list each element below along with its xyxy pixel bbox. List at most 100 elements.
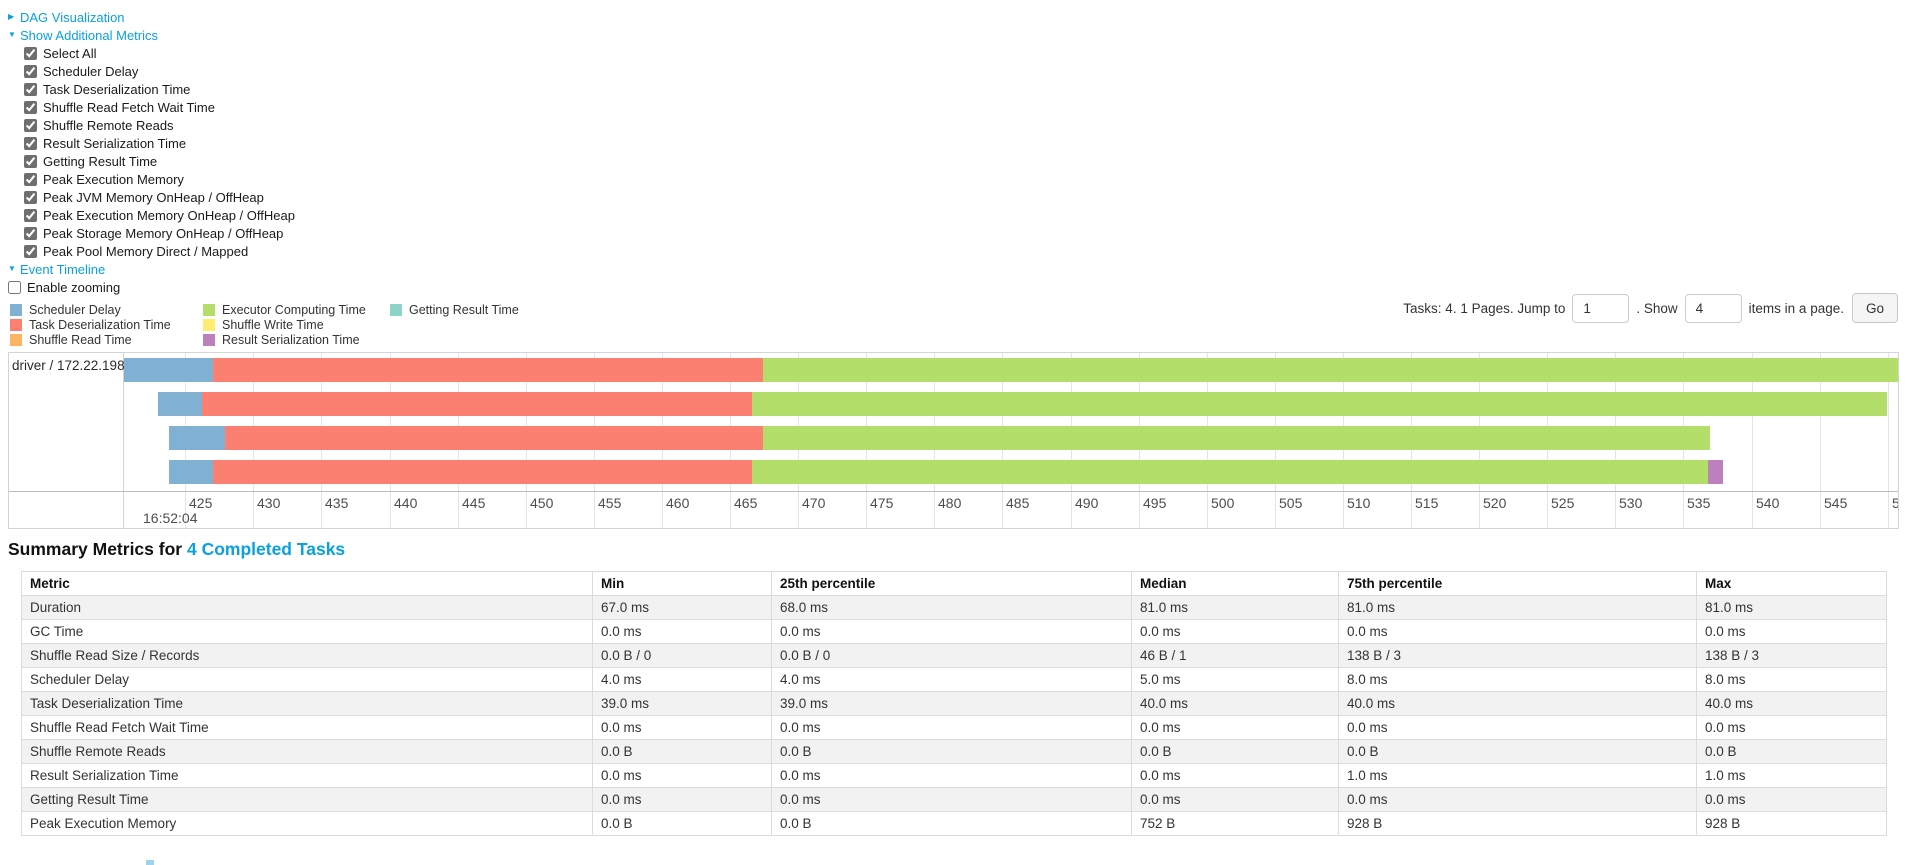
legend-column: Getting Result Time xyxy=(390,303,519,318)
timeline-bar-segment-task-deserialization[interactable] xyxy=(225,426,763,450)
table-cell: 0.0 B xyxy=(592,739,772,764)
table-cell: 0.0 ms xyxy=(771,787,1132,812)
legend-item-shuffle-write-time: Shuffle Write Time xyxy=(203,318,366,332)
checkbox-peak-execution-memory[interactable] xyxy=(24,172,37,186)
timeline-bar-segment-scheduler-delay[interactable] xyxy=(169,460,213,484)
timeline-tick-label: 460 xyxy=(666,495,690,511)
table-cell: 0.0 B xyxy=(771,811,1132,836)
table-row-gc-time: GC Time 0.0 ms 0.0 ms 0.0 ms 0.0 ms 0.0 ms xyxy=(21,619,1887,644)
checkbox-getting-result-time[interactable] xyxy=(24,154,37,168)
checkbox-peak-pool-memory-direct-mapped[interactable] xyxy=(24,244,37,258)
checkbox-shuffle-read-fetch-wait-time[interactable] xyxy=(24,100,37,114)
checkbox-peak-storage-memory-onheap-offheap[interactable] xyxy=(24,226,37,240)
timeline-bar-segment-scheduler-delay[interactable] xyxy=(124,358,213,382)
table-cell: 81.0 ms xyxy=(1131,595,1339,620)
stage-controls: DAG Visualization Show Additional Metric… xyxy=(8,8,528,296)
timeline-bar-segment-task-deserialization[interactable] xyxy=(202,392,752,416)
table-cell: 81.0 ms xyxy=(1696,595,1887,620)
checkbox-label: Task Deserialization Time xyxy=(43,81,191,97)
event-timeline-toggle[interactable]: Event Timeline xyxy=(8,260,528,278)
table-cell: Task Deserialization Time xyxy=(21,691,593,716)
timeline-bar-segment-task-deserialization[interactable] xyxy=(213,460,752,484)
timeline-group-label-column: driver / 172.22.198.104 xyxy=(9,353,151,528)
metric-checkbox-row: Scheduler Delay xyxy=(24,62,528,80)
table-cell: 752 B xyxy=(1131,811,1339,836)
legend-column: Scheduler Delay Task Deserialization Time… xyxy=(10,303,171,348)
table-row-task-deserialization-time: Task Deserialization Time 39.0 ms 39.0 ms 4… xyxy=(21,691,1887,716)
go-button[interactable]: Go xyxy=(1851,293,1898,323)
jump-to-page-input[interactable] xyxy=(1572,293,1630,323)
show-additional-metrics-link[interactable]: Show Additional Metrics xyxy=(20,27,159,43)
table-cell: 1.0 ms xyxy=(1696,763,1887,788)
legend-label: Scheduler Delay xyxy=(29,303,121,317)
table-cell: 0.0 B / 0 xyxy=(592,643,772,668)
checkbox-select-all[interactable] xyxy=(24,46,37,60)
timeline-tick-label: 515 xyxy=(1415,495,1439,511)
dag-visualization-toggle[interactable]: DAG Visualization xyxy=(8,8,528,26)
table-cell: 0.0 ms xyxy=(771,619,1132,644)
timeline-tick-label: 540 xyxy=(1756,495,1780,511)
timeline-tick-label: 475 xyxy=(870,495,894,511)
timeline-bar-segment-executor-computing[interactable] xyxy=(752,460,1708,484)
executor-computing-time-swatch-icon xyxy=(203,304,215,316)
table-cell: 67.0 ms xyxy=(592,595,772,620)
metric-checkbox-row: Shuffle Read Fetch Wait Time xyxy=(24,98,528,116)
checkbox-task-deserialization-time[interactable] xyxy=(24,82,37,96)
metric-checkbox-row: Peak Storage Memory OnHeap / OffHeap xyxy=(24,224,528,242)
table-cell: 4.0 ms xyxy=(592,667,772,692)
timeline-bar-segment-executor-computing[interactable] xyxy=(763,358,1898,382)
timeline-tick-label: 490 xyxy=(1075,495,1099,511)
completed-tasks-link[interactable]: 4 Completed Tasks xyxy=(186,539,346,559)
legend-item-executor-computing-time: Executor Computing Time xyxy=(203,303,366,317)
table-cell: 0.0 ms xyxy=(592,715,772,740)
timeline-tick-label: 510 xyxy=(1347,495,1371,511)
timeline-tick-label: 465 xyxy=(734,495,758,511)
table-cell: 0.0 ms xyxy=(1338,715,1697,740)
event-timeline-link[interactable]: Event Timeline xyxy=(20,261,106,277)
table-cell: 4.0 ms xyxy=(771,667,1132,692)
legend-column: Executor Computing Time Shuffle Write Tim… xyxy=(203,303,366,348)
checkbox-label: Shuffle Remote Reads xyxy=(43,117,174,133)
timeline-bar-segment-result-serialization[interactable] xyxy=(1708,460,1723,484)
checkbox-peak-jvm-memory-onheap-offheap[interactable] xyxy=(24,190,37,204)
checkbox-label: Scheduler Delay xyxy=(43,63,139,79)
table-row-shuffle-read-fetch-wait-time: Shuffle Read Fetch Wait Time 0.0 ms 0.0 ms… xyxy=(21,715,1887,740)
legend-label: Result Serialization Time xyxy=(222,333,360,347)
summary-table-header-row: Metric Min 25th percentile Median 75th perce… xyxy=(21,571,1887,596)
timeline-bar-segment-scheduler-delay[interactable] xyxy=(169,426,225,450)
timeline-bar-segment-task-deserialization[interactable] xyxy=(213,358,763,382)
dag-visualization-link[interactable]: DAG Visualization xyxy=(20,9,125,25)
timeline-tick-label: 455 xyxy=(598,495,622,511)
timeline-bar-segment-executor-computing[interactable] xyxy=(763,426,1710,450)
checkbox-result-serialization-time[interactable] xyxy=(24,136,37,150)
items-per-page-input[interactable] xyxy=(1684,293,1742,323)
timeline-tick-label: 445 xyxy=(462,495,486,511)
table-cell: 0.0 ms xyxy=(771,763,1132,788)
column-header-max: Max xyxy=(1696,571,1887,596)
show-additional-metrics-toggle[interactable]: Show Additional Metrics xyxy=(8,26,528,44)
table-row-peak-execution-memory: Peak Execution Memory 0.0 B 0.0 B 752 B 928 … xyxy=(21,811,1887,836)
timeline-bar-segment-executor-computing[interactable] xyxy=(752,392,1887,416)
table-cell: Result Serialization Time xyxy=(21,763,593,788)
shuffle-write-time-swatch-icon xyxy=(203,319,215,331)
checkbox-scheduler-delay[interactable] xyxy=(24,64,37,78)
table-cell: 40.0 ms xyxy=(1338,691,1697,716)
checkbox-shuffle-remote-reads[interactable] xyxy=(24,118,37,132)
checkbox-peak-execution-memory-onheap-offheap[interactable] xyxy=(24,208,37,222)
table-cell: 0.0 ms xyxy=(1338,619,1697,644)
table-row-getting-result-time: Getting Result Time 0.0 ms 0.0 ms 0.0 ms 0.0… xyxy=(21,787,1887,812)
metric-checkbox-row: Task Deserialization Time xyxy=(24,80,528,98)
table-cell: 81.0 ms xyxy=(1338,595,1697,620)
table-cell: 0.0 B xyxy=(1131,739,1339,764)
table-cell: 5.0 ms xyxy=(1131,667,1339,692)
enable-zooming-checkbox[interactable] xyxy=(8,280,21,294)
table-cell: Shuffle Read Size / Records xyxy=(21,643,593,668)
cutoff-element xyxy=(146,860,154,865)
table-cell: 0.0 B xyxy=(1338,739,1697,764)
timeline-bar-segment-scheduler-delay[interactable] xyxy=(158,392,202,416)
metric-checkbox-row: Peak Pool Memory Direct / Mapped xyxy=(24,242,528,260)
timeline-gridline xyxy=(1888,353,1889,528)
table-cell: 40.0 ms xyxy=(1696,691,1887,716)
metric-checkbox-row: Select All xyxy=(24,44,528,62)
timeline-tick-label: 505 xyxy=(1279,495,1303,511)
